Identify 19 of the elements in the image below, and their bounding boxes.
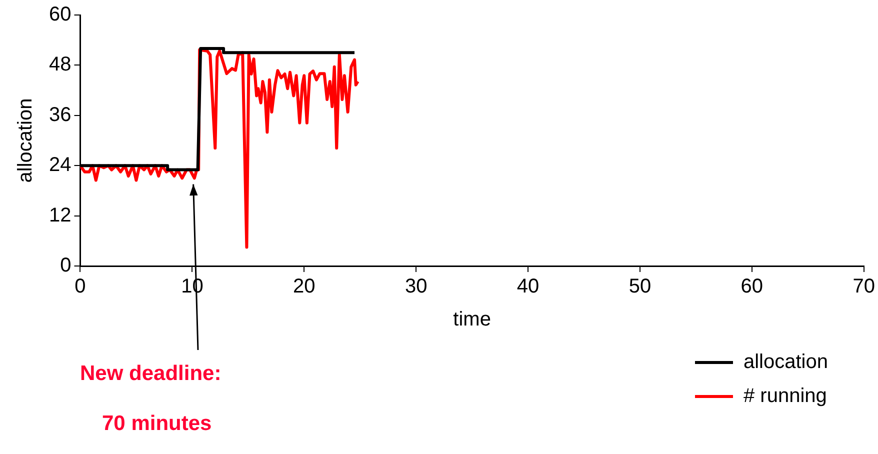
- y-tick-label: 36: [48, 104, 72, 126]
- y-tick-label: 24: [48, 154, 72, 176]
- x-tick-label: 60: [740, 276, 764, 298]
- x-axis-title: time: [453, 308, 491, 331]
- y-axis-title: allocation: [14, 98, 37, 183]
- x-tick-label: 40: [516, 276, 540, 298]
- y-tick-label: 12: [48, 204, 72, 226]
- text: 70 minutes: [102, 412, 213, 436]
- y-tick-label: 48: [48, 54, 72, 76]
- x-tick-label: 0: [74, 276, 86, 298]
- x-tick-label: 70: [852, 276, 875, 298]
- x-tick-label: 20: [293, 276, 316, 298]
- y-tick-label: 60: [48, 4, 72, 26]
- x-tick-label: 30: [404, 276, 428, 298]
- annotation: New deadline:: [80, 362, 222, 386]
- legend-label: allocation: [743, 350, 828, 374]
- legend-label: # running: [743, 384, 827, 408]
- y-tick-label: 0: [60, 254, 72, 277]
- x-tick-label: 50: [628, 276, 652, 298]
